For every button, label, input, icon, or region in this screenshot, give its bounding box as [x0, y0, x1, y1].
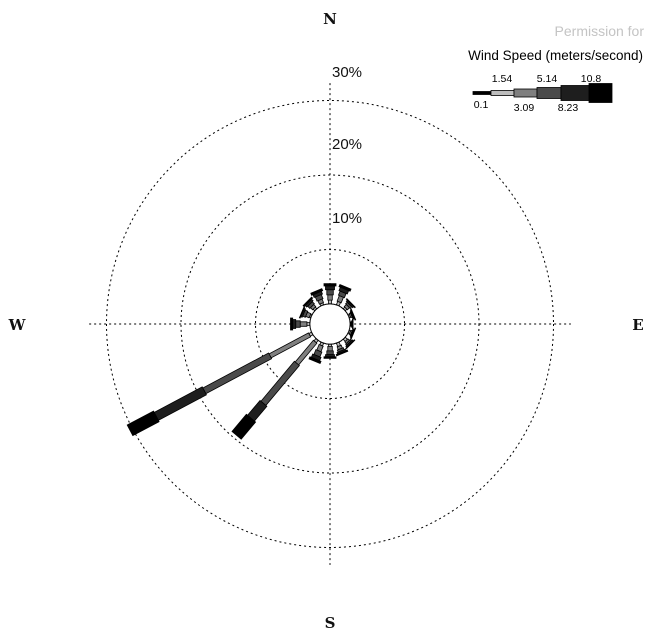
petal-segment [326, 289, 334, 296]
petal-segment [327, 345, 333, 352]
petal-157.5 [335, 341, 349, 357]
petal-segment [310, 288, 324, 296]
legend-title: Wind Speed (meters/second) [468, 48, 643, 63]
legend-bar-3 [536, 87, 562, 99]
petal-segment [302, 296, 314, 308]
petal-segment [295, 320, 301, 328]
petal-segment [349, 308, 357, 321]
petal-segment [338, 283, 352, 292]
compass-west: W [8, 316, 27, 334]
petal-segment [260, 360, 300, 406]
petal-segment [326, 350, 334, 356]
compass-east: E [632, 316, 643, 334]
petal-segment [299, 321, 308, 327]
legend-label-0.1: 0.1 [474, 99, 489, 111]
petal-segment [231, 413, 257, 440]
ring-label-10: 10% [332, 210, 362, 227]
legend-bar-1 [490, 90, 515, 96]
petal-242 [126, 331, 314, 437]
legend-label-10.8: 10.8 [581, 73, 602, 85]
legend-bar-4 [560, 85, 590, 101]
legend-bars [472, 83, 613, 103]
petal-180 [323, 343, 337, 359]
legend-label-5.14: 5.14 [537, 73, 558, 85]
petal-270 [290, 317, 311, 331]
petal-segment [345, 339, 356, 350]
petal-135 [342, 336, 356, 350]
petal-45 [342, 298, 356, 312]
ring-label-20: 20% [332, 136, 362, 153]
legend-bar-2 [513, 88, 538, 98]
legend-bar-0 [472, 91, 492, 95]
petals [126, 283, 357, 440]
petal-22.5 [335, 283, 352, 307]
watermark-text: Permission for [555, 23, 645, 39]
petal-segment [335, 349, 349, 357]
petal-segment [292, 319, 297, 329]
petal-segment [153, 386, 207, 421]
grid-ring-30 [106, 100, 554, 548]
petal-segment [323, 283, 337, 287]
petal-0 [323, 283, 337, 305]
petal-315 [302, 296, 318, 312]
legend-label-8.23: 8.23 [558, 102, 579, 114]
legend: Wind Speed (meters/second) 1.54 5.14 10.… [468, 48, 643, 114]
petal-segment [349, 327, 357, 340]
ring-label-30: 30% [332, 64, 362, 81]
petal-segment [345, 298, 356, 309]
petal-segment [290, 317, 294, 331]
petal-segment [308, 356, 322, 365]
petal-202.5 [308, 341, 325, 365]
petal-segment [325, 285, 335, 291]
compass-south: S [325, 614, 336, 632]
petal-segment [327, 294, 333, 301]
compass-north: N [323, 10, 337, 28]
legend-bar-5 [588, 83, 613, 103]
legend-label-3.09: 3.09 [514, 102, 535, 114]
petal-segment [323, 356, 337, 359]
calm-circle [309, 303, 351, 345]
petal-segment [126, 410, 160, 437]
petal-segment [202, 352, 273, 395]
petal-segment [328, 299, 332, 305]
legend-label-1.54: 1.54 [492, 73, 513, 85]
